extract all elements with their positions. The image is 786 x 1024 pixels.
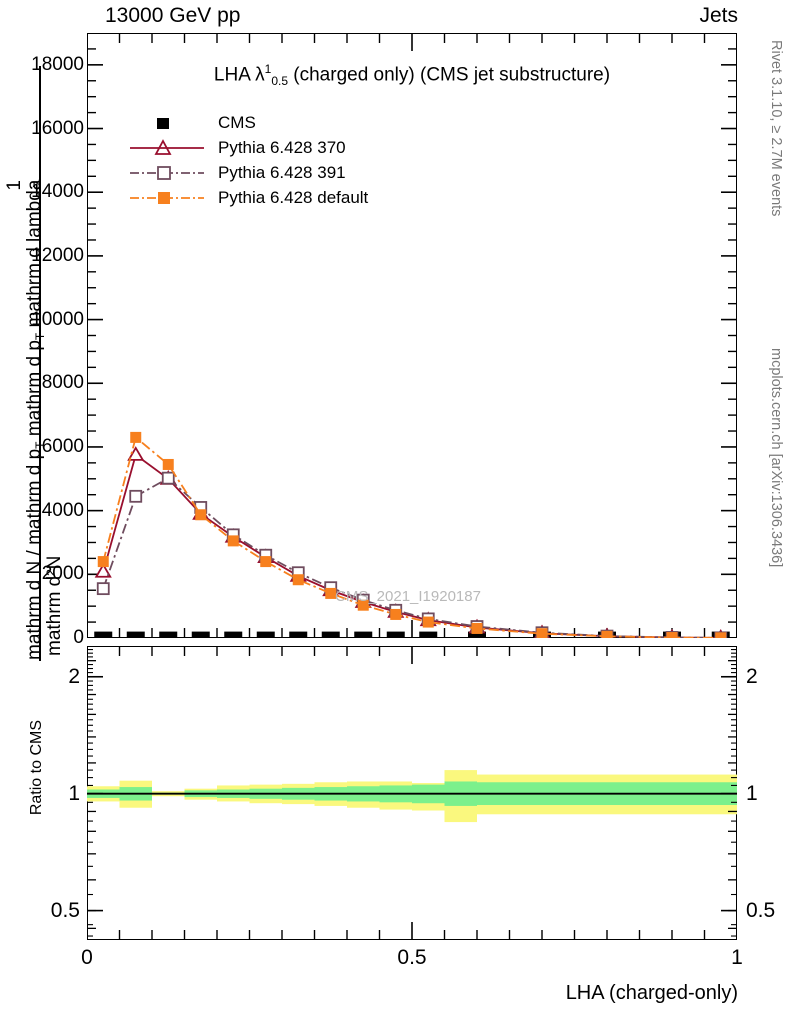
legend-label-pythia-default: Pythia 6.428 default — [218, 187, 369, 207]
plot-title-rest: (charged only) (CMS jet substructure) — [293, 64, 611, 86]
y-tick-label: 14000 — [31, 181, 84, 203]
ratio-y-tick-label: 2 — [746, 664, 758, 688]
plot-title: LHA λ10.5 (charged only) (CMS jet substr… — [87, 62, 737, 88]
plot-title-subscript: 0.5 — [271, 74, 288, 89]
legend-key-pythia-default — [130, 188, 204, 208]
legend-key-pythia-370 — [130, 138, 204, 158]
y-tick-label: 2000 — [41, 563, 84, 585]
legend-key-pythia-391 — [130, 163, 204, 183]
y-tick-label: 10000 — [31, 308, 84, 330]
plot-title-main: LHA — [213, 64, 250, 86]
y-tick-label: 4000 — [41, 499, 84, 521]
y-tick-label: 12000 — [31, 244, 84, 266]
main-plot-frame — [87, 33, 737, 638]
ratio-y-tick-label: 1 — [68, 781, 80, 805]
y-tick-label: 18000 — [31, 53, 84, 75]
main-plot-canvas — [87, 33, 737, 638]
y-tick-label: 6000 — [41, 435, 84, 457]
y-axis-label-numerator: 1 — [4, 180, 25, 191]
y-tick-label: 0 — [73, 627, 84, 648]
plot-title-superscript: 1 — [264, 62, 272, 76]
ratio-y-axis-tick-labels-right: 2 1 0.5 — [742, 646, 786, 940]
legend-entry-cms[interactable]: CMS — [130, 110, 368, 135]
plot-title-lambda: λ — [255, 64, 265, 86]
y-tick-label: 16000 — [31, 117, 84, 139]
x-tick-label: 1 — [731, 946, 743, 969]
legend: CMS Pythia 6.428 370 Pythia 6.428 391 Py… — [130, 110, 368, 210]
rivet-version-note: Rivet 3.1.10, ≥ 2.7M events — [768, 40, 784, 217]
y-axis-label-fraction-bar — [39, 66, 41, 661]
ratio-plot-canvas — [87, 646, 737, 940]
legend-key-cms — [130, 113, 204, 133]
legend-entry-pythia-370[interactable]: Pythia 6.428 370 — [130, 135, 368, 160]
legend-label-pythia-391: Pythia 6.428 391 — [218, 162, 346, 182]
x-tick-label: 0.5 — [397, 946, 427, 969]
analysis-category-label: Jets — [699, 4, 738, 27]
legend-entry-pythia-391[interactable]: Pythia 6.428 391 — [130, 160, 368, 185]
legend-entry-pythia-default[interactable]: Pythia 6.428 default — [130, 185, 368, 210]
mcplots-source-note: mcplots.cern.ch [arXiv:1306.3436] — [768, 348, 784, 568]
x-tick-label: 0 — [81, 946, 93, 969]
y-axis-label: 1 mathrm d N / mathrm d pT mathrm d pT m… — [0, 30, 86, 661]
x-axis-label: LHA (charged-only) — [565, 982, 738, 1004]
ratio-y-tick-label: 1 — [746, 781, 758, 805]
ratio-y-tick-label: 2 — [68, 664, 80, 688]
ratio-y-tick-label: 0.5 — [50, 898, 80, 922]
legend-label-cms: CMS — [218, 112, 256, 132]
y-axis-tick-labels: 0 2000 4000 6000 8000 10000 12000 14000 16000 180… — [26, 33, 84, 648]
analysis-id-watermark: CMS_2021_I1920187 — [335, 588, 481, 605]
y-tick-label: 8000 — [41, 372, 84, 394]
ratio-y-axis-tick-labels-left: 2 1 0.5 — [26, 646, 84, 940]
legend-label-pythia-370: Pythia 6.428 370 — [218, 137, 346, 157]
ratio-y-tick-label: 0.5 — [746, 898, 776, 922]
beam-energy-label: 13000 GeV pp — [105, 4, 241, 27]
